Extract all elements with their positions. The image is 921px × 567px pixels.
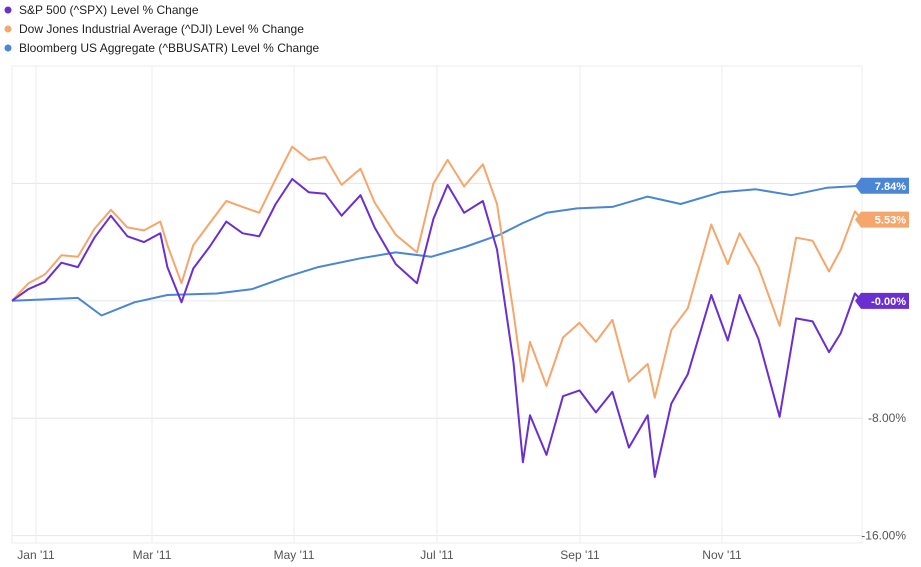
end-labels: -0.00% 5.53% 7.84% bbox=[855, 177, 909, 309]
legend-marker-2 bbox=[4, 44, 12, 52]
end-label-1: 5.53% bbox=[875, 215, 906, 227]
legend-marker-1 bbox=[4, 25, 12, 33]
end-label-bg-1 bbox=[855, 211, 909, 228]
series-line-2 bbox=[11, 184, 863, 317]
x-tick-label-0: Jan '11 bbox=[17, 548, 55, 562]
x-tick-label-3: Jul '11 bbox=[420, 548, 454, 562]
end-label-bg-0 bbox=[855, 292, 909, 309]
gridlines bbox=[11, 65, 863, 544]
x-tick-label-1: Mar '11 bbox=[133, 548, 172, 562]
series-line-0 bbox=[11, 178, 863, 478]
legend-label-1: Dow Jones Industrial Average (^DJI) Leve… bbox=[19, 22, 304, 36]
end-label-bg-2 bbox=[855, 177, 909, 194]
legend-label-0: S&P 500 (^SPX) Level % Change bbox=[19, 3, 199, 17]
y-axis-ticks: 8.00%0.00%-8.00%-16.00% bbox=[861, 176, 906, 542]
legend-marker-0 bbox=[4, 6, 12, 14]
legend: S&P 500 (^SPX) Level % Change Dow Jones I… bbox=[4, 3, 320, 55]
x-tick-label-2: May '11 bbox=[274, 548, 315, 562]
x-tick-label-5: Nov '11 bbox=[702, 548, 742, 562]
series-line-1 bbox=[11, 145, 863, 399]
x-tick-label-4: Sep '11 bbox=[560, 548, 600, 562]
plot-lines bbox=[11, 145, 863, 478]
legend-label-2: Bloomberg US Aggregate (^BBUSATR) Level … bbox=[19, 41, 320, 55]
y-tick-label-3: -16.00% bbox=[861, 529, 906, 543]
end-label-2: 7.84% bbox=[875, 181, 906, 193]
y-tick-label-2: -8.00% bbox=[868, 411, 906, 425]
end-label-0: -0.00% bbox=[871, 296, 906, 308]
x-axis-ticks: Jan '11 Mar '11 May '11 Jul '11 Sep '11 Nov '… bbox=[17, 548, 742, 562]
